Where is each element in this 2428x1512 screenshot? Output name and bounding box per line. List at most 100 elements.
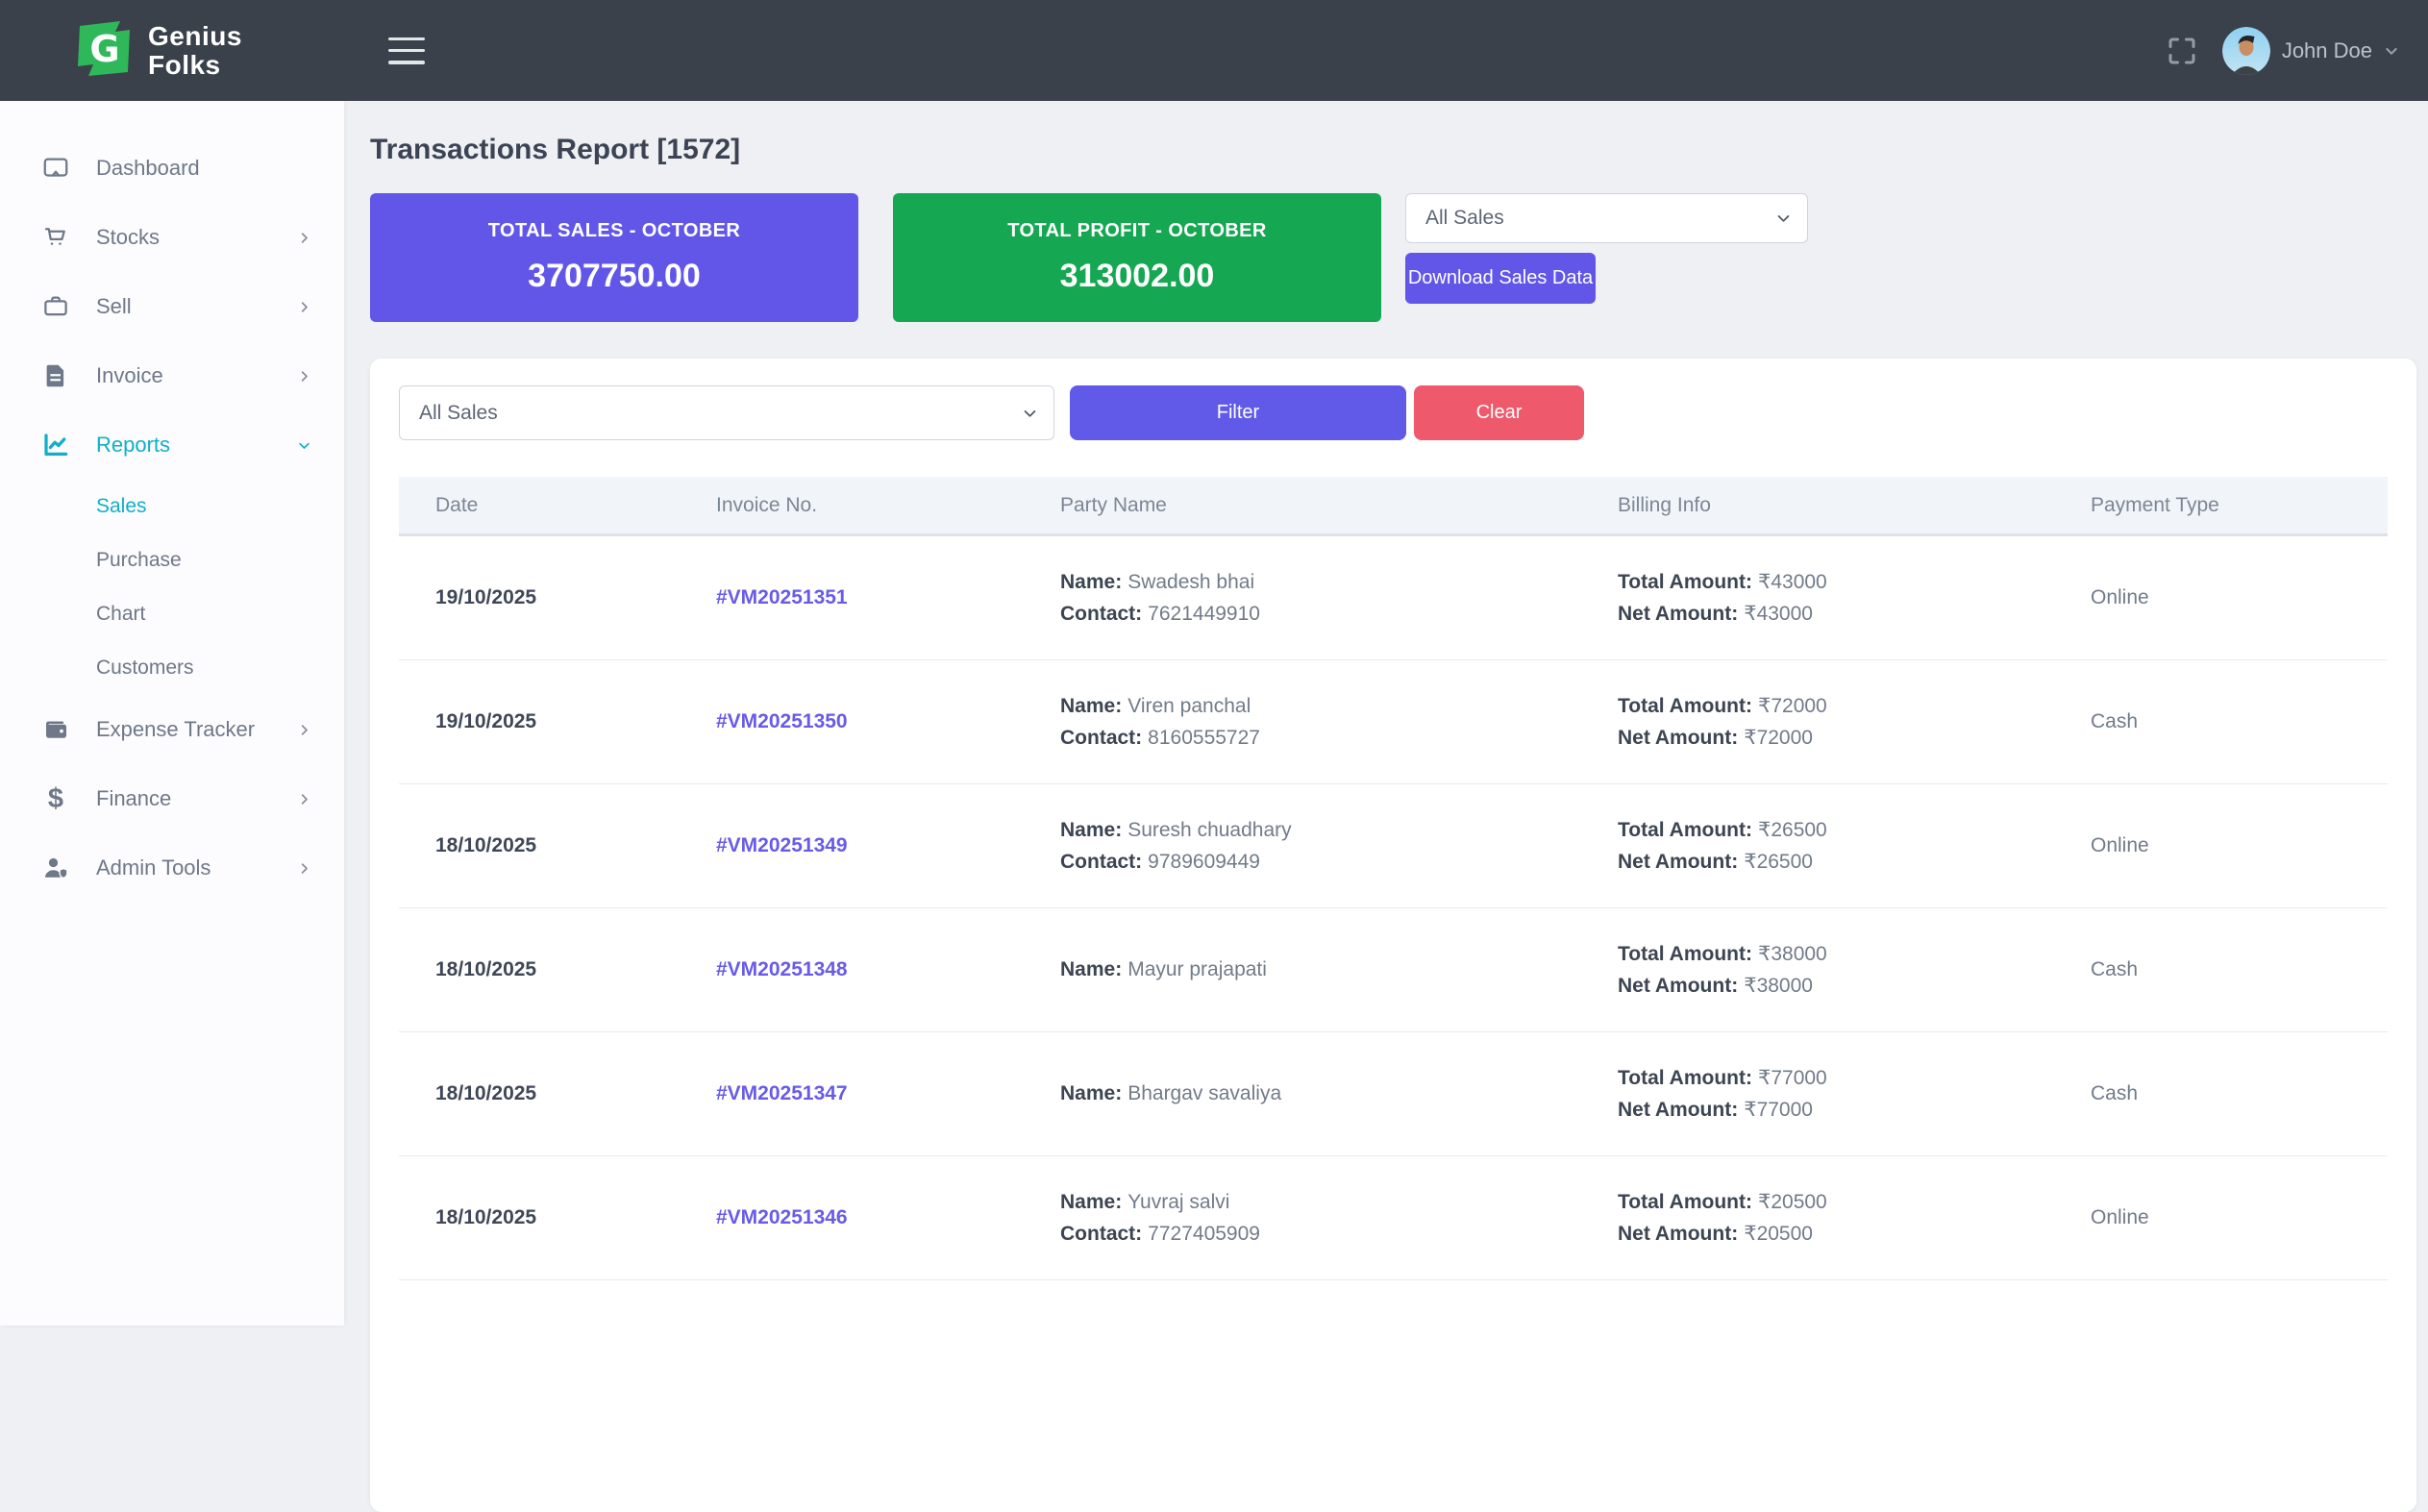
table-row: 18/10/2025 #VM20251347 Name: Bhargav sava… [399, 1032, 2388, 1156]
chevron-right-icon [297, 231, 311, 245]
cell-payment-type: Online [2091, 834, 2149, 856]
cell-billing-info: Total Amount: ₹77000 Net Amount: ₹77000 [1618, 1066, 1827, 1121]
sidebar-item-reports[interactable]: Reports [0, 410, 344, 480]
cell-payment-type: Online [2091, 1206, 2149, 1228]
cell-payment-type: Cash [2091, 1082, 2139, 1104]
page-title: Transactions Report [1572] [370, 134, 741, 165]
cell-date: 18/10/2025 [435, 1082, 537, 1104]
total-profit-value: 313002.00 [1059, 258, 1215, 294]
cell-invoice: #VM20251349 [680, 834, 1024, 857]
chevron-down-icon [297, 438, 311, 453]
cart-icon [40, 223, 71, 252]
cell-payment-type: Cash [2091, 958, 2139, 980]
clear-button[interactable]: Clear [1414, 385, 1584, 440]
invoice-link[interactable]: #VM20251350 [716, 710, 848, 732]
total-profit-label: TOTAL PROFIT - OCTOBER [1007, 220, 1267, 241]
cell-date: 18/10/2025 [435, 1206, 537, 1228]
cell-payment-type: Online [2091, 586, 2149, 608]
cell-party-name: Name: Suresh chuadhary Contact: 9789609449 [1060, 818, 1292, 873]
column-header-payment: Payment Type [2091, 493, 2219, 516]
dashboard-icon [40, 154, 71, 183]
main-content: Transactions Report [1572] TOTAL SALES -… [344, 101, 2428, 1512]
cell-date: 19/10/2025 [435, 586, 537, 608]
svg-text:G: G [89, 28, 119, 70]
download-controls: All Sales Download Sales Data [1405, 193, 1808, 304]
avatar [2221, 26, 2270, 75]
column-header-party: Party Name [1060, 493, 1167, 516]
sidebar-subitem-customers[interactable]: Customers [96, 657, 194, 679]
cell-invoice: #VM20251350 [680, 710, 1024, 733]
transactions-table: Date Invoice No. Party Name Billing Info… [399, 477, 2388, 1280]
fullscreen-icon[interactable] [2165, 34, 2199, 68]
filter-row: All Sales Filter Clear [399, 385, 2388, 440]
sidebar-item-finance[interactable]: $ Finance [0, 764, 344, 833]
total-sales-value: 3707750.00 [528, 258, 701, 294]
reports-chart-icon [40, 431, 71, 459]
cell-billing-info: Total Amount: ₹72000 Net Amount: ₹72000 [1618, 694, 1827, 749]
sidebar-subitem-chart[interactable]: Chart [96, 603, 146, 625]
table-row: 19/10/2025 #VM20251350 Name: Viren pancha… [399, 660, 2388, 784]
filter-button[interactable]: Filter [1070, 385, 1406, 440]
report-panel: All Sales Filter Clear Date Invoice No. … [370, 359, 2416, 1512]
cell-invoice: #VM20251346 [680, 1206, 1024, 1229]
table-row: 18/10/2025 #VM20251348 Name: Mayur prajap… [399, 908, 2388, 1032]
table-row: 18/10/2025 #VM20251349 Name: Suresh chuad… [399, 784, 2388, 908]
topbar: G Genius Folks [0, 0, 2428, 101]
sidebar-item-expense-tracker[interactable]: Expense Tracker [0, 695, 344, 764]
chevron-right-icon [297, 792, 311, 806]
table-row: 19/10/2025 #VM20251351 Name: Swadesh bhai… [399, 536, 2388, 660]
user-name: John Doe [2281, 37, 2372, 62]
table-body: 19/10/2025 #VM20251351 Name: Swadesh bhai… [399, 536, 2388, 1280]
sidebar-item-dashboard[interactable]: Dashboard [0, 134, 344, 203]
cell-party-name: Name: Mayur prajapati [1060, 958, 1267, 980]
column-header-date: Date [435, 493, 479, 516]
cell-party-name: Name: Viren panchal Contact: 8160555727 [1060, 694, 1260, 749]
chevron-right-icon [297, 369, 311, 384]
sidebar-subitem-sales[interactable]: Sales [96, 495, 147, 517]
cell-invoice: #VM20251348 [680, 958, 1024, 981]
wallet-icon [40, 715, 71, 744]
chevron-down-icon [1022, 405, 1038, 421]
column-header-invoice: Invoice No. [716, 493, 818, 516]
user-menu[interactable]: John Doe [2221, 26, 2399, 75]
table-header: Date Invoice No. Party Name Billing Info… [399, 477, 2388, 536]
briefcase-icon [40, 292, 71, 321]
filter-sales-type-select[interactable]: All Sales [399, 385, 1054, 440]
sidebar-item-invoice[interactable]: Invoice [0, 341, 344, 410]
cell-date: 18/10/2025 [435, 834, 537, 856]
cell-date: 19/10/2025 [435, 710, 537, 732]
chevron-right-icon [297, 861, 311, 876]
sidebar-item-stocks[interactable]: Stocks [0, 203, 344, 272]
dollar-icon: $ [47, 782, 64, 814]
cell-billing-info: Total Amount: ₹26500 Net Amount: ₹26500 [1618, 818, 1827, 873]
sales-type-select[interactable]: All Sales [1405, 193, 1808, 243]
invoice-link[interactable]: #VM20251347 [716, 1082, 848, 1104]
column-header-billing: Billing Info [1618, 493, 1711, 516]
cell-date: 18/10/2025 [435, 958, 537, 980]
cell-billing-info: Total Amount: ₹38000 Net Amount: ₹38000 [1618, 942, 1827, 997]
chevron-right-icon [297, 723, 311, 737]
total-sales-card: TOTAL SALES - OCTOBER 3707750.00 [370, 193, 858, 322]
invoice-link[interactable]: #VM20251349 [716, 834, 848, 856]
cell-invoice: #VM20251351 [680, 586, 1024, 609]
cell-payment-type: Cash [2091, 710, 2139, 732]
cell-party-name: Name: Yuvraj salvi Contact: 7727405909 [1060, 1190, 1260, 1245]
cell-invoice: #VM20251347 [680, 1082, 1024, 1105]
total-profit-card: TOTAL PROFIT - OCTOBER 313002.00 [893, 193, 1381, 322]
invoice-link[interactable]: #VM20251346 [716, 1206, 848, 1228]
sidebar-subitem-purchase[interactable]: Purchase [96, 549, 182, 571]
invoice-link[interactable]: #VM20251351 [716, 586, 848, 608]
invoice-link[interactable]: #VM20251348 [716, 958, 848, 980]
cell-billing-info: Total Amount: ₹43000 Net Amount: ₹43000 [1618, 570, 1827, 625]
chevron-down-icon [2384, 43, 2399, 59]
summary-cards-row: TOTAL SALES - OCTOBER 3707750.00 TOTAL P… [370, 193, 2428, 322]
sidebar-item-sell[interactable]: Sell [0, 272, 344, 341]
admin-user-shield-icon [40, 854, 71, 882]
table-row: 18/10/2025 #VM20251346 Name: Yuvraj salvi… [399, 1156, 2388, 1280]
cell-party-name: Name: Swadesh bhai Contact: 7621449910 [1060, 570, 1260, 625]
menu-toggle-icon[interactable] [388, 37, 425, 64]
sidebar-item-admin-tools[interactable]: Admin Tools [0, 833, 344, 903]
download-sales-data-button[interactable]: Download Sales Data [1405, 253, 1596, 304]
brand-logo[interactable]: G Genius Folks [0, 19, 344, 82]
logo-mark-icon: G [77, 19, 133, 82]
